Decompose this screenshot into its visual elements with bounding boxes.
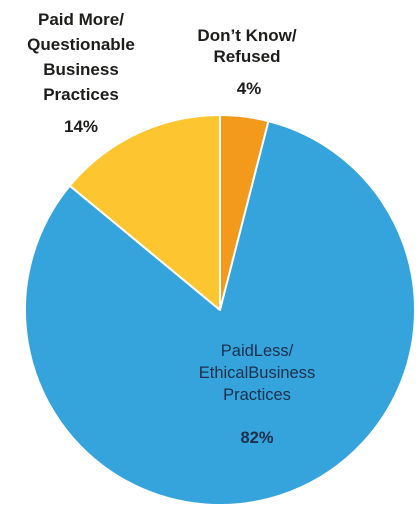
label-paid-less: PaidLess/ EthicalBusiness Practices 82% (199, 342, 315, 447)
label-dont-know-percent: 4% (237, 79, 262, 98)
label-paid-more-line-3: Business (43, 60, 119, 79)
label-dont-know-line-2: Refused (213, 47, 280, 66)
label-paid-less-percent: 82% (240, 429, 273, 447)
label-paid-more-line-4: Practices (43, 85, 119, 104)
slice-paid-more (68, 114, 221, 311)
label-paid-less-line-1: PaidLess/ (221, 342, 294, 360)
pie-slices (24, 114, 416, 506)
label-paid-less-line-3: Practices (223, 386, 291, 404)
label-dont-know: Don’t Know/ Refused 4% (197, 26, 296, 98)
label-paid-more-line-2: Questionable (27, 35, 135, 54)
label-paid-more: Paid More/ Questionable Business Practic… (27, 10, 135, 136)
slice-paid-less (24, 120, 416, 506)
label-paid-less-line-2: EthicalBusiness (199, 364, 315, 382)
label-paid-more-line-1: Paid More/ (38, 10, 124, 29)
label-dont-know-line-1: Don’t Know/ (197, 26, 296, 45)
label-paid-more-percent: 14% (64, 117, 98, 136)
